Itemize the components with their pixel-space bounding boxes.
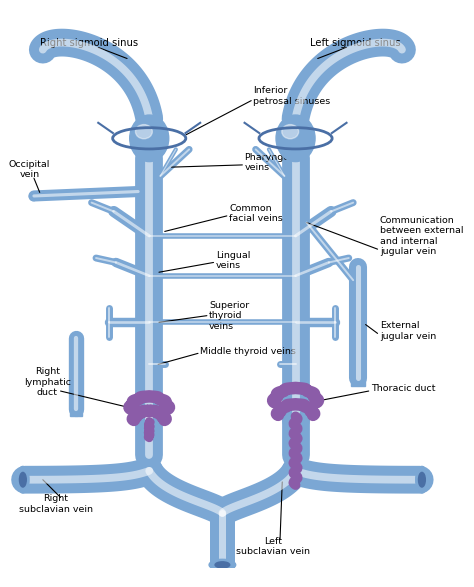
Text: Thoracic duct: Thoracic duct — [371, 384, 436, 393]
Text: Middle thyroid veins: Middle thyroid veins — [200, 347, 296, 356]
Ellipse shape — [17, 467, 29, 493]
Text: Left sigmoid sinus: Left sigmoid sinus — [310, 38, 401, 48]
Ellipse shape — [416, 467, 428, 493]
Ellipse shape — [136, 124, 152, 139]
Ellipse shape — [19, 473, 26, 487]
Text: Right
lymphatic
duct: Right lymphatic duct — [24, 367, 71, 397]
Ellipse shape — [276, 115, 315, 161]
Text: Communication
between external
and internal
jugular vein: Communication between external and inter… — [380, 216, 463, 256]
Text: Right
subclavian vein: Right subclavian vein — [19, 494, 93, 514]
Text: Lingual
veins: Lingual veins — [216, 251, 250, 270]
Ellipse shape — [419, 473, 425, 487]
Text: Pharyngeal
veins: Pharyngeal veins — [245, 153, 298, 173]
Text: Inferior
petrosaI sinuses: Inferior petrosaI sinuses — [254, 86, 331, 106]
Ellipse shape — [209, 559, 236, 571]
Text: Occipital
vein: Occipital vein — [9, 160, 50, 179]
Text: Common
facial veins: Common facial veins — [229, 204, 283, 224]
Text: External
jugular vein: External jugular vein — [380, 322, 436, 341]
Ellipse shape — [130, 115, 169, 161]
Text: Left
subclavian vein: Left subclavian vein — [237, 537, 310, 556]
Text: Right sigmoid sinus: Right sigmoid sinus — [40, 38, 138, 48]
Ellipse shape — [282, 124, 299, 139]
Text: Superior
thyroid
veins: Superior thyroid veins — [209, 301, 249, 330]
Ellipse shape — [215, 562, 230, 568]
